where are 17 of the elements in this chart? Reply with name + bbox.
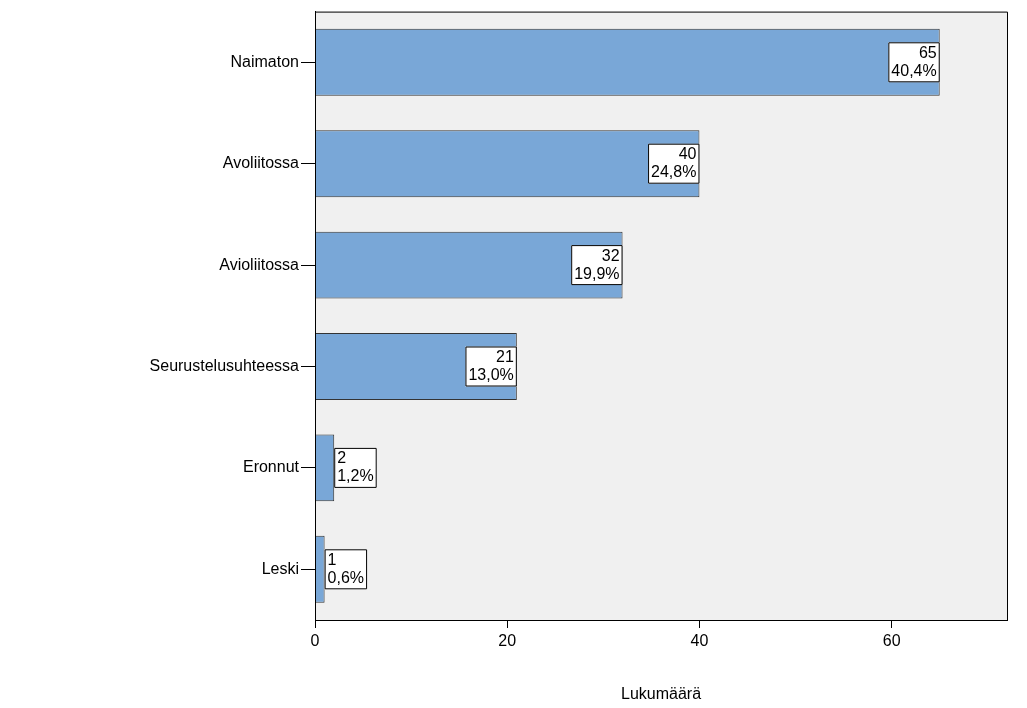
y-tick-label: Avoliitossa [222, 154, 300, 172]
y-tick-label: Eronnut [242, 458, 300, 476]
x-tick-label: 40 [690, 632, 709, 650]
data-label: 32 19,9% [574, 246, 620, 282]
x-axis-title: Lukumäärä [620, 684, 702, 702]
data-label: 21 13,0% [468, 347, 514, 383]
data-label: 2 1,2% [337, 449, 374, 485]
x-tick-label: 20 [498, 632, 517, 650]
x-tick-label: 0 [310, 632, 320, 650]
y-tick-label: Avioliitossa [219, 255, 300, 273]
data-label: 1 0,6% [327, 550, 365, 586]
y-tick-label: Seurustelusuhteessa [149, 356, 300, 374]
y-tick-label: Naimaton [230, 52, 299, 70]
x-tick-label: 60 [882, 632, 901, 650]
data-label: 65 40,4% [891, 43, 937, 79]
y-tick-label: Leski [261, 559, 299, 577]
data-label: 40 24,8% [651, 145, 697, 181]
